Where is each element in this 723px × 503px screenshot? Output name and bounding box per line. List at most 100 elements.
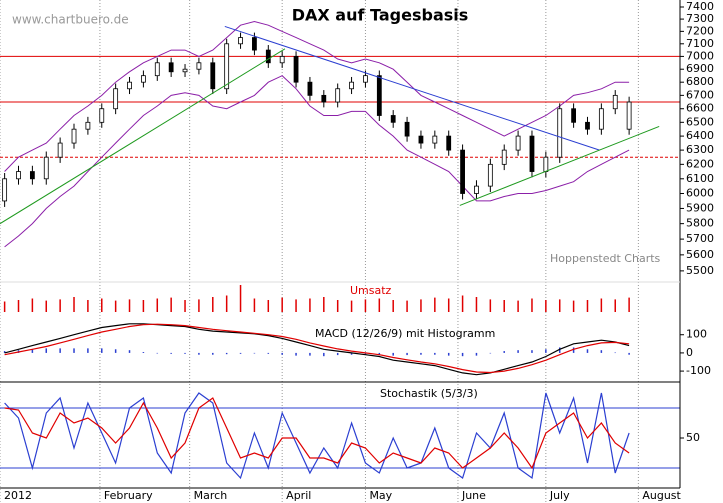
candle-body (182, 68, 188, 73)
histogram-bar (364, 352, 367, 355)
histogram-bar (475, 352, 478, 356)
candle-body (585, 121, 590, 130)
y-tick-label: 6900 (686, 62, 714, 75)
histogram-bar (392, 352, 394, 356)
histogram-bar (267, 352, 270, 354)
x-tick-label: 2012 (4, 489, 32, 502)
volume-bar (142, 300, 145, 312)
x-tick-label: April (286, 489, 311, 502)
candle-body (141, 75, 146, 83)
histogram-bar (600, 350, 603, 353)
y-tick-label: 5500 (686, 264, 714, 277)
histogram-bar (73, 348, 75, 353)
trend-line (224, 25, 600, 151)
candle-body (515, 135, 521, 151)
y-tick-label: 5900 (686, 201, 714, 214)
candle-body (598, 108, 604, 130)
volume-bar (225, 295, 228, 312)
volume-bar (3, 301, 6, 312)
series-line (4, 397, 630, 470)
histogram-bar (614, 352, 616, 354)
histogram-bar (239, 352, 242, 354)
candle-body (57, 142, 63, 158)
candle-body (501, 149, 507, 165)
volume-bar (59, 299, 61, 312)
candle-body (363, 75, 368, 83)
histogram-bar (323, 352, 325, 357)
histogram-bar (31, 349, 34, 353)
histogram-bar (336, 352, 339, 356)
x-tick-label: March (194, 489, 228, 502)
candle-body (252, 37, 257, 51)
histogram-bar (434, 352, 436, 355)
y-tick-label: 6400 (686, 129, 714, 142)
candle-body (196, 62, 202, 70)
candle-body (99, 108, 105, 123)
volume-bar (420, 299, 422, 312)
volume-bar (17, 300, 20, 312)
candle-body (529, 135, 535, 172)
candle-body (404, 121, 410, 137)
credit: Hoppenstedt Charts (550, 252, 661, 265)
histogram-bar (572, 347, 575, 353)
y-tick-label: 6000 (686, 186, 714, 199)
histogram-bar (420, 352, 422, 355)
candle-body (390, 115, 396, 123)
histogram-bar (225, 352, 228, 355)
histogram-bar (545, 349, 547, 353)
volume-bar (475, 297, 478, 312)
y-tick-label: 6200 (686, 157, 714, 170)
candle-body (210, 62, 216, 90)
histogram-bar (489, 352, 492, 354)
volume-bar (101, 298, 103, 312)
volume-bar (87, 300, 89, 312)
volume-bar (31, 298, 34, 312)
candle-body (113, 88, 119, 110)
histogram-bar (45, 348, 48, 353)
candle-body (85, 121, 91, 130)
candle-body (127, 81, 132, 90)
volume-bar (447, 298, 450, 312)
y-tick-label: 6300 (686, 143, 714, 156)
panel-title: MACD (12/26/9) mit Histogramm (315, 327, 495, 340)
candle-body (279, 56, 285, 64)
volume-bar (545, 300, 547, 312)
panel-title: Umsatz (350, 284, 392, 297)
histogram-bar (198, 352, 200, 355)
candle-body (335, 88, 341, 103)
histogram-bar (350, 352, 353, 355)
x-tick-label: August (642, 489, 681, 502)
bollinger-band (4, 75, 630, 248)
y-tick-label: 50 (686, 431, 700, 444)
candle-body (432, 135, 438, 144)
candle-body (557, 108, 563, 158)
y-tick-label: 7300 (686, 12, 714, 25)
histogram-bar (114, 349, 117, 353)
volume-bar (253, 298, 256, 312)
volume-bar (156, 298, 159, 312)
candle-body (265, 49, 271, 64)
candle-body (376, 75, 382, 116)
histogram-bar (212, 352, 214, 355)
histogram-bar (586, 349, 589, 353)
histogram-bar (253, 352, 256, 354)
histogram-bar (87, 348, 89, 353)
x-tick-label: February (104, 489, 153, 502)
volume-bar (295, 299, 297, 312)
histogram-bar (59, 348, 61, 353)
histogram-bar (558, 347, 561, 353)
histogram-bar (281, 352, 283, 355)
x-tick-label: June (461, 489, 486, 502)
volume-bar (461, 295, 464, 312)
candle-body (168, 62, 174, 73)
volume-bar (128, 299, 131, 312)
candle-body (474, 185, 479, 194)
volume-bar (198, 299, 200, 312)
histogram-bar (3, 351, 6, 353)
trend-line (459, 125, 660, 206)
candle-body (154, 62, 160, 77)
y-tick-label: 6500 (686, 115, 714, 128)
volume-bar (614, 299, 616, 312)
